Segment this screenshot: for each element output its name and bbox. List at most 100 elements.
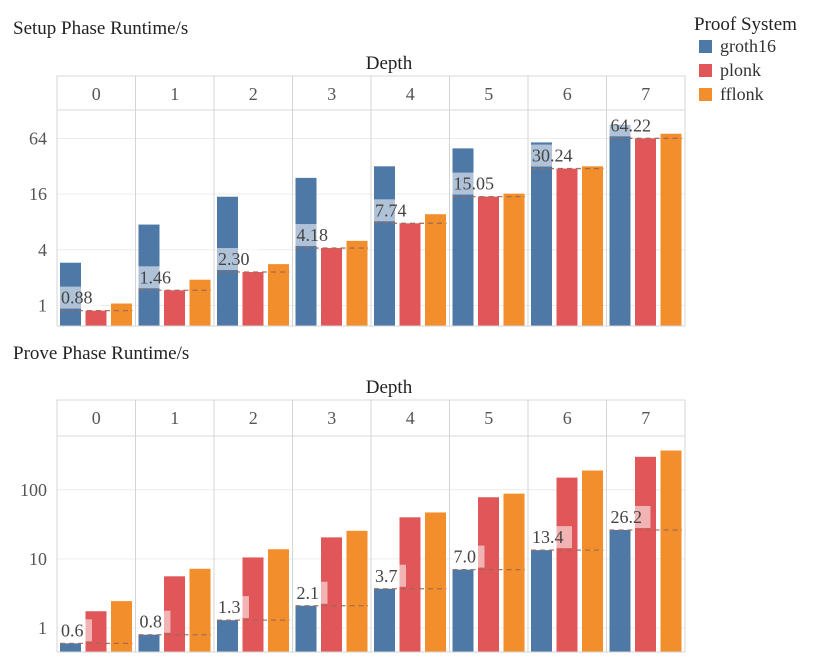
y-tick-label: 4 xyxy=(38,240,47,260)
legend-label-groth16: groth16 xyxy=(720,36,776,56)
bar-groth16-depth-4 xyxy=(374,166,395,326)
annotation-label: 7.0 xyxy=(454,547,477,567)
bar-fflonk-depth-6 xyxy=(582,166,603,326)
bar-fflonk-depth-5 xyxy=(503,193,525,326)
bar-plonk-depth-7 xyxy=(635,456,656,652)
bar-fflonk-depth-2 xyxy=(268,549,289,652)
annotation-label: 64.22 xyxy=(611,115,652,135)
legend-swatch-plonk xyxy=(699,64,712,77)
bar-fflonk-depth-0 xyxy=(111,601,132,652)
annotation-label: 30.24 xyxy=(532,146,573,166)
facet-label-1: 1 xyxy=(170,84,179,104)
facet-label-6: 6 xyxy=(563,408,572,428)
annotation-box xyxy=(294,581,328,604)
annotation-label: 3.7 xyxy=(375,566,398,586)
facet-axis-label: Depth xyxy=(366,53,413,74)
annotation-box xyxy=(294,224,337,247)
bar-plonk-depth-3 xyxy=(321,537,342,652)
y-tick-label: 1 xyxy=(38,618,47,638)
annotation-box xyxy=(608,114,660,137)
bar-plonk-depth-2 xyxy=(242,272,264,326)
annotation-label: 1.46 xyxy=(140,267,172,287)
annotation-box xyxy=(530,144,581,167)
panel-title: Setup Phase Runtime/s xyxy=(13,18,188,39)
annotation-label: 2.1 xyxy=(297,583,320,603)
annotation-box xyxy=(216,596,249,619)
annotation-label: 4.18 xyxy=(297,225,329,245)
bar-plonk-depth-7 xyxy=(635,138,656,326)
bar-plonk-depth-5 xyxy=(478,497,499,652)
bar-plonk-depth-6 xyxy=(556,168,578,326)
annotation-label: 0.88 xyxy=(61,288,93,308)
annotation-label: 2.30 xyxy=(218,249,250,269)
facet-label-5: 5 xyxy=(484,84,493,104)
bar-plonk-depth-4 xyxy=(399,223,421,326)
legend-title: Proof System xyxy=(694,14,797,35)
annotation-box xyxy=(59,286,101,309)
annotation-box xyxy=(137,266,180,289)
facet-label-5: 5 xyxy=(484,408,493,428)
facet-label-4: 4 xyxy=(406,84,415,104)
annotation-box xyxy=(451,172,503,195)
bar-fflonk-depth-0 xyxy=(111,303,132,326)
annotation-box xyxy=(373,564,406,587)
bar-groth16-depth-7 xyxy=(609,124,631,326)
annotation-label: 0.8 xyxy=(140,612,163,632)
facet-label-4: 4 xyxy=(406,408,415,428)
bar-groth16-depth-0 xyxy=(60,643,81,652)
y-tick-label: 10 xyxy=(29,549,47,569)
legend-label-fflonk: fflonk xyxy=(720,84,764,104)
annotation-box xyxy=(530,526,572,549)
facet-label-0: 0 xyxy=(92,408,101,428)
bar-fflonk-depth-3 xyxy=(346,530,368,652)
annotation-label: 15.05 xyxy=(454,174,495,194)
y-tick-label: 100 xyxy=(20,480,47,500)
annotation-label: 0.6 xyxy=(61,620,84,640)
y-tick-label: 64 xyxy=(29,128,47,148)
bar-fflonk-depth-2 xyxy=(268,264,289,326)
annotation-box xyxy=(373,199,415,222)
annotation-label: 13.4 xyxy=(532,527,564,547)
facet-label-1: 1 xyxy=(170,408,179,428)
facet-label-6: 6 xyxy=(563,84,572,104)
bar-groth16-depth-1 xyxy=(138,634,160,652)
bar-fflonk-depth-4 xyxy=(425,214,446,326)
bar-fflonk-depth-7 xyxy=(660,450,682,652)
bar-plonk-depth-1 xyxy=(164,290,185,326)
bar-plonk-depth-6 xyxy=(556,477,578,652)
bar-groth16-depth-2 xyxy=(217,620,238,652)
bar-plonk-depth-3 xyxy=(321,248,342,326)
facet-label-7: 7 xyxy=(641,408,650,428)
bar-plonk-depth-4 xyxy=(399,517,421,652)
bar-groth16-depth-5 xyxy=(452,569,474,652)
annotation-box xyxy=(59,619,92,642)
annotation-box xyxy=(608,505,651,528)
bar-plonk-depth-1 xyxy=(164,576,185,652)
legend-swatch-fflonk xyxy=(699,88,712,101)
bar-groth16-depth-6 xyxy=(531,142,552,326)
annotation-box xyxy=(137,610,171,633)
bar-plonk-depth-5 xyxy=(478,196,499,326)
bar-groth16-depth-4 xyxy=(374,588,395,652)
bar-fflonk-depth-4 xyxy=(425,512,446,652)
facet-label-7: 7 xyxy=(641,84,650,104)
panel-setup: Setup Phase Runtime/s Depth 1 4 16 64 0 1 2 3 4 5 6 7… xyxy=(13,18,686,327)
bar-fflonk-depth-1 xyxy=(189,279,211,326)
annotation-label: 7.74 xyxy=(375,200,407,220)
bar-plonk-depth-2 xyxy=(242,557,264,652)
bar-fflonk-depth-5 xyxy=(503,493,525,652)
annotation-label: 1.3 xyxy=(218,597,241,617)
bar-fflonk-depth-7 xyxy=(660,133,682,326)
bar-fflonk-depth-3 xyxy=(346,240,368,326)
y-tick-label: 16 xyxy=(29,184,47,204)
facet-label-3: 3 xyxy=(327,408,336,428)
panel-prove: Prove Phase Runtime/s Depth 1 10 100 0 1 2 3 4 5 6 7… xyxy=(13,343,686,653)
facet-label-2: 2 xyxy=(249,84,258,104)
annotation-box xyxy=(216,248,258,271)
annotation-label: 26.2 xyxy=(611,507,643,527)
bar-fflonk-depth-6 xyxy=(582,470,603,652)
legend-swatch-groth16 xyxy=(699,40,712,53)
bar-groth16-depth-7 xyxy=(609,529,631,652)
bar-groth16-depth-3 xyxy=(295,177,317,326)
